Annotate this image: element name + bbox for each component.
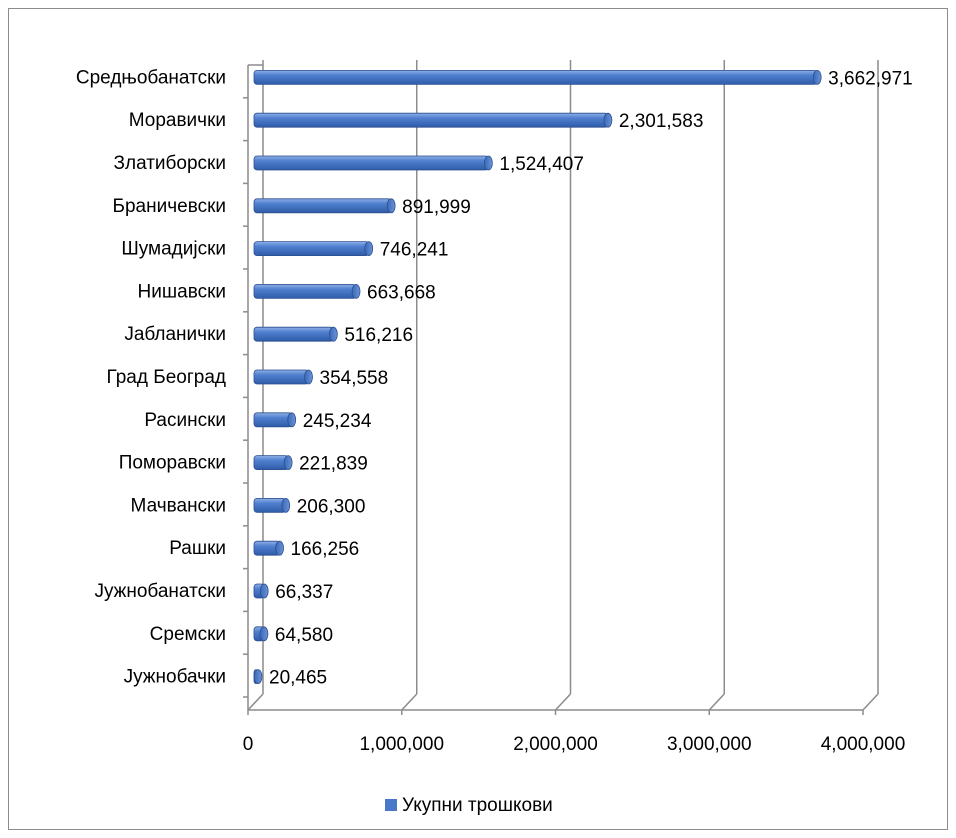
data-label: 166,256 bbox=[291, 539, 360, 560]
bars-layer bbox=[253, 70, 822, 684]
bar-cap bbox=[351, 283, 361, 299]
x-tick-label: 0 bbox=[243, 734, 254, 755]
data-label: 3,662,971 bbox=[828, 68, 913, 89]
bar-body bbox=[253, 455, 289, 471]
bar-body bbox=[253, 326, 334, 342]
bar bbox=[253, 241, 374, 257]
bar-cap bbox=[281, 497, 291, 513]
legend: Укупни трошкови bbox=[385, 795, 553, 816]
category-label: Моравички bbox=[129, 110, 226, 131]
floor-gridline bbox=[708, 693, 725, 711]
bar bbox=[253, 497, 291, 513]
bar bbox=[253, 626, 269, 642]
bar bbox=[253, 326, 338, 342]
bar-cap bbox=[259, 583, 269, 599]
data-label: 354,558 bbox=[320, 368, 389, 389]
data-label: 1,524,407 bbox=[499, 154, 584, 175]
bar-cap bbox=[275, 540, 284, 556]
floor-gridline bbox=[247, 693, 264, 711]
bar bbox=[253, 283, 361, 299]
x-tick-label: 4,000,000 bbox=[821, 734, 906, 755]
floor-gridline bbox=[401, 693, 418, 711]
category-label: Златиборски bbox=[114, 153, 226, 174]
bar bbox=[253, 155, 493, 171]
chart-frame bbox=[8, 8, 948, 830]
category-label: Јабланички bbox=[124, 324, 226, 345]
category-label: Браничевски bbox=[113, 196, 226, 217]
legend-label: Укупни трошкови bbox=[402, 795, 553, 816]
category-label: Мачвански bbox=[131, 495, 226, 516]
bar-cap bbox=[287, 412, 297, 428]
bar-body bbox=[253, 155, 489, 171]
data-label: 221,839 bbox=[299, 454, 368, 475]
bar-cap bbox=[812, 70, 822, 85]
category-label: Нишавски bbox=[138, 281, 226, 302]
bar-cap bbox=[483, 155, 493, 171]
category-label: Рашки bbox=[169, 538, 226, 559]
category-label: Средњобанатски bbox=[76, 67, 226, 88]
data-label: 516,216 bbox=[344, 325, 413, 346]
labels-layer: 0 1,000,000 2,000,000 3,000,000 4,000,000 Сре… bbox=[76, 67, 913, 755]
bar bbox=[253, 412, 297, 428]
bar-body bbox=[253, 198, 392, 214]
category-label: Расински bbox=[144, 410, 226, 431]
bar-cap bbox=[259, 626, 269, 642]
category-label: Јужнобачки bbox=[124, 667, 226, 688]
bar-body bbox=[253, 497, 287, 513]
bar bbox=[253, 369, 313, 385]
category-label: Шумадијски bbox=[121, 239, 226, 260]
bar-body bbox=[253, 70, 818, 85]
bar-cap bbox=[304, 369, 313, 385]
bar-cap bbox=[364, 241, 374, 257]
category-label: Поморавски bbox=[119, 453, 226, 474]
bar-cap bbox=[603, 112, 613, 128]
legend-swatch bbox=[385, 799, 397, 811]
bar-body bbox=[253, 241, 370, 257]
bar-body bbox=[253, 283, 357, 299]
bar-body bbox=[253, 412, 293, 428]
data-label: 746,241 bbox=[380, 240, 449, 261]
bar-cap bbox=[386, 198, 396, 214]
category-label: Јужнобанатски bbox=[94, 581, 226, 602]
data-label: 663,668 bbox=[367, 282, 436, 303]
floor-gridline bbox=[862, 693, 879, 711]
bar bbox=[253, 70, 822, 85]
data-label: 64,580 bbox=[275, 625, 333, 646]
data-label: 66,337 bbox=[275, 582, 333, 603]
data-label: 20,465 bbox=[269, 668, 327, 689]
x-tick-label: 1,000,000 bbox=[359, 734, 444, 755]
bar-cap bbox=[253, 669, 263, 684]
data-label: 2,301,583 bbox=[619, 111, 704, 132]
bar bbox=[253, 669, 263, 684]
data-label: 245,234 bbox=[303, 411, 372, 432]
bar-cap bbox=[283, 455, 293, 471]
category-label: Сремски bbox=[150, 624, 226, 645]
bar-body bbox=[253, 112, 609, 128]
bar bbox=[253, 455, 293, 471]
bar bbox=[253, 583, 269, 599]
data-label: 891,999 bbox=[402, 197, 471, 218]
bar bbox=[253, 198, 396, 214]
floor-gridline bbox=[554, 693, 572, 711]
category-label: Град Београд bbox=[107, 367, 226, 388]
x-tick-label: 3,000,000 bbox=[667, 734, 752, 755]
bar-cap bbox=[328, 326, 338, 342]
x-tick-label: 2,000,000 bbox=[513, 734, 598, 755]
bar-body bbox=[253, 369, 309, 385]
data-label: 206,300 bbox=[297, 496, 366, 517]
bar bbox=[253, 540, 284, 556]
bar bbox=[253, 112, 613, 128]
